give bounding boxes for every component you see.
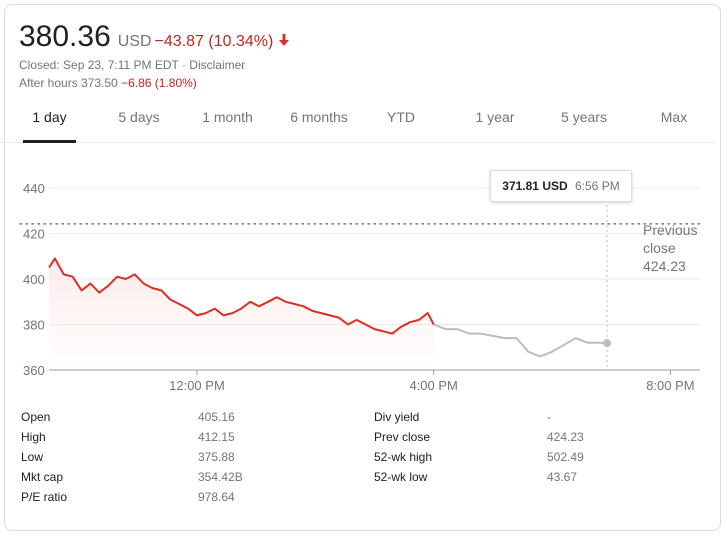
tab-5-years[interactable]: 5 years <box>561 109 607 125</box>
regular-session-area <box>49 258 434 370</box>
stat-label: Prev close <box>374 430 431 444</box>
down-arrow-icon <box>279 34 290 46</box>
stat-value: 424.23 <box>547 430 584 444</box>
tab-1-month[interactable]: 1 month <box>202 109 253 125</box>
tooltip-price: 371.81 USD <box>502 179 568 193</box>
closed-status: Closed: Sep 23, 7:11 PM EDT · Disclaimer <box>19 58 246 72</box>
stock-card <box>4 4 721 531</box>
after-hours-series-line <box>433 323 608 358</box>
hover-point <box>603 339 612 348</box>
stat-pe-ratio: P/E ratio 978.64 <box>21 490 341 510</box>
previous-close-label: Previous close 424.23 <box>643 221 697 275</box>
stat-value: 43.67 <box>547 470 578 484</box>
y-tick-label: 380 <box>23 318 45 333</box>
previous-close-value: 424.23 <box>643 258 686 274</box>
after-hours-row: After hours 373.50 −6.86 (1.80%) <box>19 76 197 90</box>
stat-value: 978.64 <box>198 490 235 504</box>
stat-div-yield: Div yield - <box>374 410 694 430</box>
stat-label: 52-wk high <box>374 450 433 464</box>
stat-label: Mkt cap <box>21 470 64 484</box>
after-hours-price: After hours 373.50 <box>19 76 118 90</box>
current-price: 380.36 <box>19 20 111 53</box>
stat-52wk-low: 52-wk low 43.67 <box>374 470 694 490</box>
stat-label: Div yield <box>374 410 420 424</box>
stat-value: 405.16 <box>198 410 235 424</box>
currency-label: USD <box>117 33 152 50</box>
stat-mkt-cap: Mkt cap 354.42B <box>21 470 341 490</box>
stat-prev-close: Prev close 424.23 <box>374 430 694 450</box>
hover-tooltip: 371.81 USD 6:56 PM <box>490 170 632 202</box>
range-tabs: 1 day 5 days 1 month 6 months YTD 1 year… <box>0 100 715 143</box>
stat-low: Low 375.88 <box>21 450 341 470</box>
tab-max[interactable]: Max <box>660 109 688 125</box>
tab-1-year[interactable]: 1 year <box>475 109 515 125</box>
after-hours-change: −6.86 (1.80%) <box>121 76 197 90</box>
tab-1-day[interactable]: 1 day <box>23 100 76 143</box>
tab-ytd[interactable]: YTD <box>387 109 415 125</box>
y-tick-label: 400 <box>23 272 45 287</box>
x-tick-label: 4:00 PM <box>409 378 457 393</box>
price-change: −43.87 (10.34%) <box>154 33 274 50</box>
price-chart[interactable]: 440 420 400 380 360 12:00 PM 4:00 PM 8:00 PM <box>0 0 727 400</box>
stat-52wk-high: 52-wk high 502.49 <box>374 450 694 470</box>
previous-close-line2: close <box>643 240 676 256</box>
stat-value: 412.15 <box>198 430 235 444</box>
tab-6-months[interactable]: 6 months <box>290 109 348 125</box>
stat-open: Open 405.16 <box>21 410 341 430</box>
stat-label: Open <box>21 410 51 424</box>
price-header: 380.36 USD −43.87 (10.34%) <box>19 20 290 54</box>
regular-session-series-line <box>48 257 435 335</box>
stat-value: 354.42B <box>198 470 243 484</box>
stat-label: 52-wk low <box>374 470 428 484</box>
stat-value: - <box>547 410 551 424</box>
y-tick-label: 440 <box>23 181 45 196</box>
tab-5-days[interactable]: 5 days <box>118 109 160 125</box>
stat-high: High 412.15 <box>21 430 341 450</box>
stat-label: High <box>21 430 46 444</box>
x-tick-label: 8:00 PM <box>646 378 694 393</box>
stat-value: 502.49 <box>547 450 584 464</box>
stat-value: 375.88 <box>198 450 235 464</box>
stat-label: P/E ratio <box>21 490 68 504</box>
tooltip-time: 6:56 PM <box>575 179 620 193</box>
previous-close-line1: Previous <box>643 222 698 238</box>
stat-label: Low <box>21 450 44 464</box>
y-tick-label: 360 <box>23 363 45 378</box>
x-tick-label: 12:00 PM <box>169 378 225 393</box>
y-tick-label: 420 <box>23 227 45 242</box>
